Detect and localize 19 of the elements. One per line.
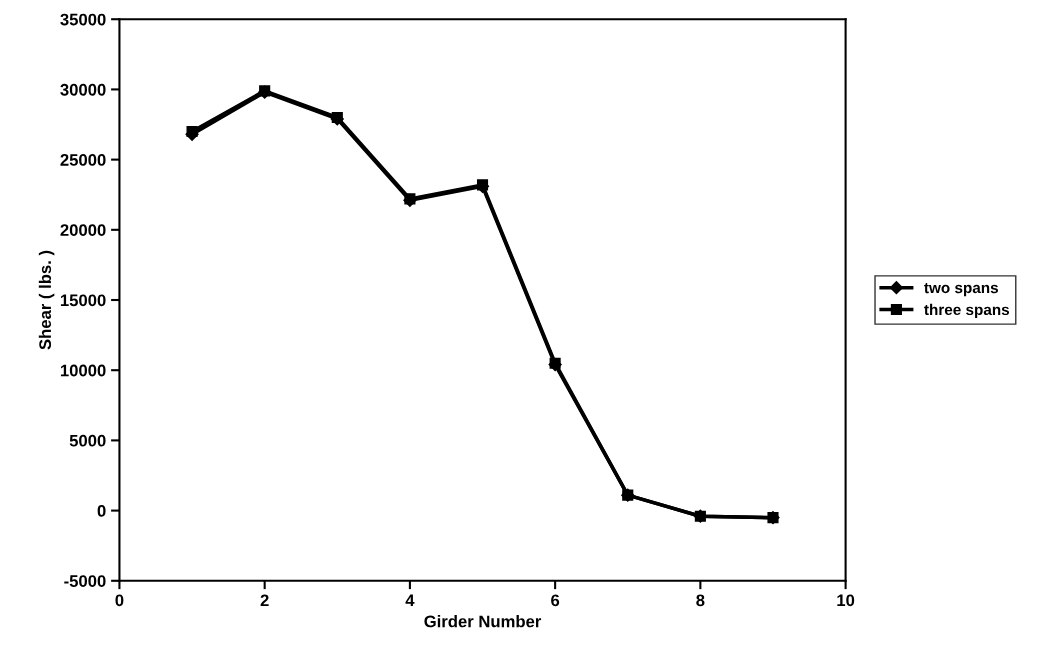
y-tick-label: 20000 [60,224,106,237]
y-tick-label: 35000 [60,13,106,26]
y-tick-label: 10000 [60,364,106,377]
y-tick-label: 25000 [60,154,106,166]
y-tick-label: 15000 [60,294,106,307]
x-tick-label: 0 [115,594,124,607]
y-tick-label: 0 [97,504,106,517]
x-tick-label: 4 [405,594,415,607]
legend-label: two spans [924,283,998,297]
x-tick-label: 6 [551,594,560,607]
x-tick-label: 10 [837,594,855,607]
y-tick-label: 5000 [69,434,106,447]
y-tick-label: 30000 [60,83,106,96]
x-tick-label: 8 [696,594,705,607]
y-axis-title: Shear ( lbs. ) [38,250,55,350]
legend-label: three spans [924,303,1010,319]
y-tick-label: -5000 [64,575,106,587]
x-axis-title: Girder Number [424,615,542,628]
x-tick-label: 2 [260,594,269,607]
